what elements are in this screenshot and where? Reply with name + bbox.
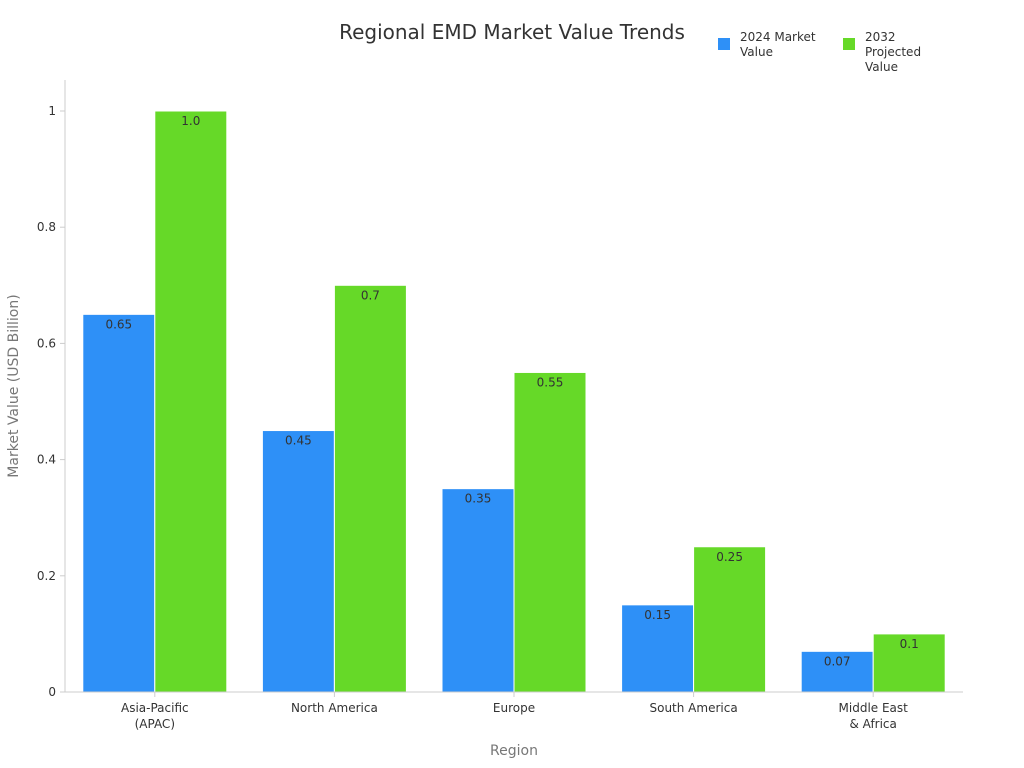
bar-value-label: 0.25: [716, 550, 743, 564]
bar: [82, 313, 156, 693]
bar-value-label: 0.35: [465, 492, 492, 506]
legend-swatch-2024: [718, 38, 730, 50]
bar: [872, 633, 946, 693]
y-tick-label: 0.8: [37, 220, 56, 234]
legend-swatch-2032: [843, 38, 855, 50]
bar-value-label: 1.0: [181, 114, 200, 128]
legend-label-2032-line2: Value: [865, 60, 898, 74]
bar: [261, 430, 335, 693]
bar-value-label: 0.7: [361, 288, 380, 302]
x-tick-label: Middle East & Africa: [839, 701, 909, 731]
bar-value-label: 0.15: [644, 608, 671, 622]
legend: 2024 Market Value 2032 Projected Value: [718, 30, 948, 75]
x-tick-label: South America: [649, 701, 737, 715]
x-axis-label: Region: [490, 743, 538, 759]
bar-value-label: 0.45: [285, 434, 312, 448]
bar: [513, 371, 587, 693]
bar: [154, 110, 228, 693]
x-tick-label: Europe: [493, 701, 535, 715]
bar: [441, 488, 515, 693]
legend-item-2032: 2032 Projected Value: [843, 30, 948, 75]
y-tick-label: 0: [48, 685, 56, 699]
bar-value-label: 0.07: [824, 654, 851, 668]
bar-labels-group: 0.65 1.0 0.45 0.7 0.35 0.55 0.15 0.25 0.07 0.1: [105, 114, 918, 668]
legend-label-2024-line2: Value: [740, 45, 773, 59]
legend-item-2024: 2024 Market Value: [718, 30, 823, 75]
legend-label-2032: 2032 Projected Value: [865, 30, 948, 75]
legend-label-2024-line1: 2024 Market: [740, 30, 816, 44]
y-axis-label: Market Value (USD Billion): [6, 294, 22, 477]
x-axis-ticks: Asia-Pacific (APAC) North America Europe Sou…: [121, 692, 908, 731]
x-tick-label: North America: [291, 701, 378, 715]
y-tick-label: 0.2: [37, 569, 56, 583]
bars-group: [82, 110, 946, 693]
x-tick-label: Asia-Pacific (APAC): [121, 701, 189, 731]
y-tick-label: 0.4: [37, 453, 56, 467]
bar: [333, 284, 407, 693]
y-axis-ticks: 0 0.2 0.4 0.6 0.8 1: [37, 104, 65, 699]
legend-label-2024: 2024 Market Value: [740, 30, 816, 60]
y-tick-label: 0.6: [37, 336, 56, 350]
y-tick-label: 1: [48, 104, 56, 118]
bar: [800, 650, 874, 693]
bar: [693, 546, 767, 693]
chart-title: Regional EMD Market Value Trends: [339, 20, 685, 44]
bar-value-label: 0.55: [537, 375, 564, 389]
bar-value-label: 0.1: [900, 637, 919, 651]
legend-label-2032-line1: 2032 Projected: [865, 30, 922, 59]
bar-value-label: 0.65: [105, 317, 132, 331]
